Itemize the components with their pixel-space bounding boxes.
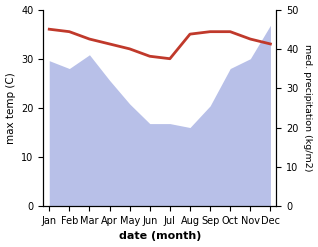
X-axis label: date (month): date (month) [119,231,201,242]
Y-axis label: med. precipitation (kg/m2): med. precipitation (kg/m2) [303,44,313,172]
Y-axis label: max temp (C): max temp (C) [5,72,16,144]
